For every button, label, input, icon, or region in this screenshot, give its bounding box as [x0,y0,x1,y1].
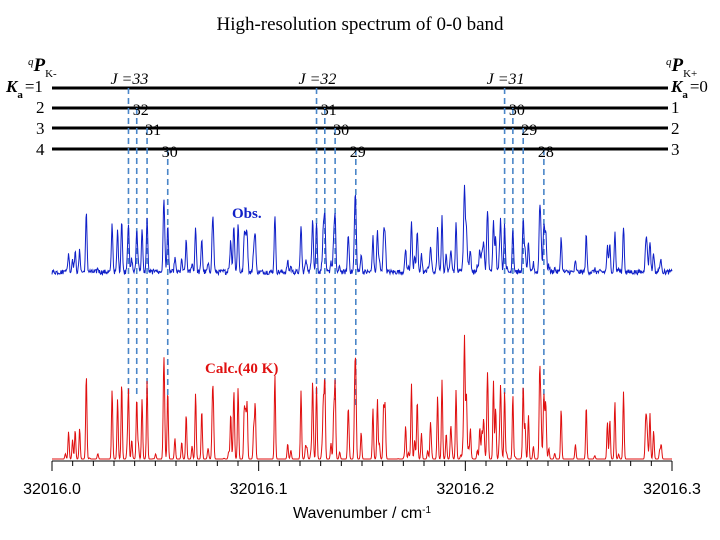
left-ka-label-4: 4 [36,140,45,159]
j-line-label: 31 [145,122,161,139]
j-line-label: 29 [521,122,537,139]
left-ka-sub: a [17,89,23,101]
j-line-label: 30 [333,122,349,139]
j-line-label: 28 [538,144,554,161]
right-ka-label-0: Ka =0 [670,77,708,101]
right-ka-sub: a [682,89,688,101]
x-axis-ticks [51,461,673,471]
right-branch-sup: q [666,56,672,68]
left-branch-label: qPK- [28,55,57,80]
right-ka-label-1: 1 [671,98,680,117]
right-ka-prefix: K [670,77,684,96]
j-group-label: J =31 [487,71,525,88]
left-ka-label-3: 3 [36,119,45,138]
x-tick-label: 32016.2 [436,481,494,498]
x-tick-labels: 32016.0 32016.1 32016.2 32016.3 [23,481,701,498]
x-tick-label: 32016.1 [230,481,288,498]
right-ka-label-2: 2 [671,119,680,138]
left-ka-value-1: =1 [25,77,43,96]
left-ka-label-1: Ka =1 [5,77,43,101]
x-axis-label: Wavenumber / cm-1 [293,505,432,523]
x-axis-label-main: Wavenumber / cm [293,505,422,522]
obs-spectrum-line [51,184,673,277]
j-line-label: 29 [350,144,366,161]
left-branch-main: P [33,55,46,76]
right-branch-main: P [671,55,684,76]
right-ka-value-0: =0 [690,77,708,96]
right-branch-label: qPK+ [666,55,697,80]
chart-title: High-resolution spectrum of 0-0 band [216,14,504,35]
j-group-label: J =32 [299,71,337,88]
calc-spectrum-line [52,334,672,461]
j-line-label: 31 [321,102,337,119]
left-branch-sup: q [28,56,34,68]
calc-series-label: Calc.(40 K) [205,361,278,377]
j-line-label: 30 [509,102,525,119]
x-axis-label-sup: -1 [422,505,431,516]
right-ka-label-3: 3 [671,140,680,159]
j-line-label: 30 [162,144,178,161]
j-line-label: 32 [133,102,149,119]
left-branch-sub: K- [45,68,57,80]
left-ka-prefix: K [5,77,19,96]
right-branch-sub: K+ [683,68,697,80]
x-tick-label: 32016.3 [643,481,701,498]
left-ka-label-2: 2 [36,98,45,117]
obs-series-label: Obs. [232,206,262,222]
x-tick-label: 32016.0 [23,481,81,498]
j-group-label: J =33 [110,71,148,88]
